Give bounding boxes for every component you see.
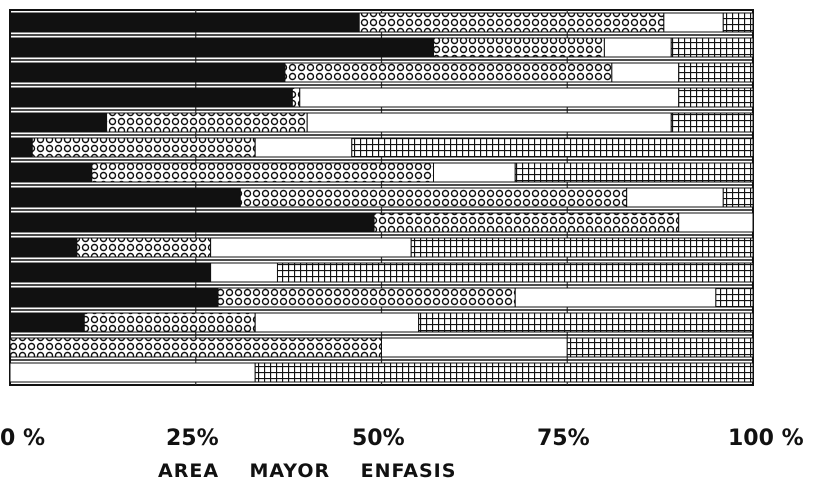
bar-row-9-segment-dotted-circles xyxy=(373,212,680,233)
x-tick-label-25: 25% xyxy=(166,426,219,451)
bar-row-13-segment-solid-black xyxy=(9,312,85,333)
x-tick-label-75: 75% xyxy=(537,426,590,451)
bar-row-1-segment-dotted-circles xyxy=(358,12,665,33)
bar-row-4-segment-grid-hatch xyxy=(678,87,754,108)
bar-row-11-segment-white xyxy=(210,262,278,283)
bar-row-7-segment-grid-hatch xyxy=(514,162,754,183)
bar-row-9-segment-white xyxy=(678,212,754,233)
bar-row-1-segment-solid-black xyxy=(9,12,360,33)
bar-row-12-segment-dotted-circles xyxy=(217,287,516,308)
bar-row-7-segment-solid-black xyxy=(9,162,93,183)
bar-row-11-segment-grid-hatch xyxy=(276,262,754,283)
bar-row-7-segment-white xyxy=(433,162,516,183)
bar-row-8-segment-solid-black xyxy=(9,187,241,208)
bar-row-3-segment-white xyxy=(611,62,680,83)
bar-row-6-segment-solid-black xyxy=(9,137,33,158)
bar-row-9-segment-solid-black xyxy=(9,212,375,233)
bar-row-8-segment-grid-hatch xyxy=(722,187,754,208)
row-separators xyxy=(10,34,753,361)
bar-row-5-segment-solid-black xyxy=(9,112,108,133)
bar-segments xyxy=(9,12,754,383)
bar-row-2-segment-white xyxy=(603,37,672,58)
bar-row-4-segment-white xyxy=(299,87,680,108)
bar-row-2-segment-grid-hatch xyxy=(670,37,754,58)
bar-row-13-segment-grid-hatch xyxy=(418,312,754,333)
bar-row-13-segment-white xyxy=(254,312,420,333)
bar-row-3-segment-dotted-circles xyxy=(284,62,613,83)
bar-row-1-segment-grid-hatch xyxy=(722,12,754,33)
bar-row-13-segment-dotted-circles xyxy=(83,312,256,333)
bar-row-4-segment-solid-black xyxy=(9,87,293,108)
x-axis-title: AREA MAYOR ENFASIS xyxy=(158,460,456,481)
bar-row-14-segment-grid-hatch xyxy=(566,337,754,358)
x-tick-label-100: 100 % xyxy=(728,426,804,451)
bar-row-5-segment-white xyxy=(306,112,672,133)
bar-row-14-segment-white xyxy=(381,337,568,358)
bar-row-10-segment-dotted-circles xyxy=(76,237,212,258)
bar-row-15-segment-grid-hatch xyxy=(254,362,754,383)
bar-row-6-segment-grid-hatch xyxy=(351,137,754,158)
x-tick-label-50: 50% xyxy=(352,426,405,451)
bar-row-5-segment-dotted-circles xyxy=(106,112,308,133)
x-tick-label-0: 0 % xyxy=(0,426,45,451)
bar-row-14-segment-dotted-circles xyxy=(9,337,382,358)
bar-row-2-segment-solid-black xyxy=(9,37,435,58)
bar-row-10-segment-grid-hatch xyxy=(410,237,754,258)
bar-row-1-segment-white xyxy=(663,12,724,33)
bar-row-11-segment-solid-black xyxy=(9,262,212,283)
bar-row-5-segment-grid-hatch xyxy=(670,112,754,133)
bar-row-6-segment-white xyxy=(254,137,353,158)
bar-row-4-segment-dotted-circles xyxy=(291,87,301,108)
bar-row-8-segment-white xyxy=(626,187,724,208)
bar-row-12-segment-grid-hatch xyxy=(715,287,754,308)
bar-row-3-segment-solid-black xyxy=(9,62,286,83)
bar-row-7-segment-dotted-circles xyxy=(91,162,435,183)
bar-row-3-segment-grid-hatch xyxy=(678,62,754,83)
bar-row-10-segment-white xyxy=(210,237,412,258)
bar-row-12-segment-white xyxy=(514,287,717,308)
bar-row-2-segment-dotted-circles xyxy=(433,37,605,58)
bar-row-8-segment-dotted-circles xyxy=(239,187,628,208)
bar-row-12-segment-solid-black xyxy=(9,287,219,308)
bar-row-6-segment-dotted-circles xyxy=(31,137,256,158)
bar-row-10-segment-solid-black xyxy=(9,237,78,258)
bar-row-15-segment-white xyxy=(9,362,256,383)
